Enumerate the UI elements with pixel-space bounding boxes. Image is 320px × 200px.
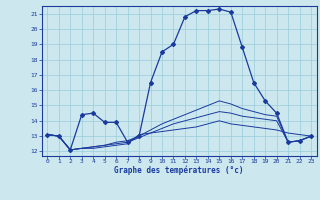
X-axis label: Graphe des températures (°c): Graphe des températures (°c) [115, 166, 244, 175]
